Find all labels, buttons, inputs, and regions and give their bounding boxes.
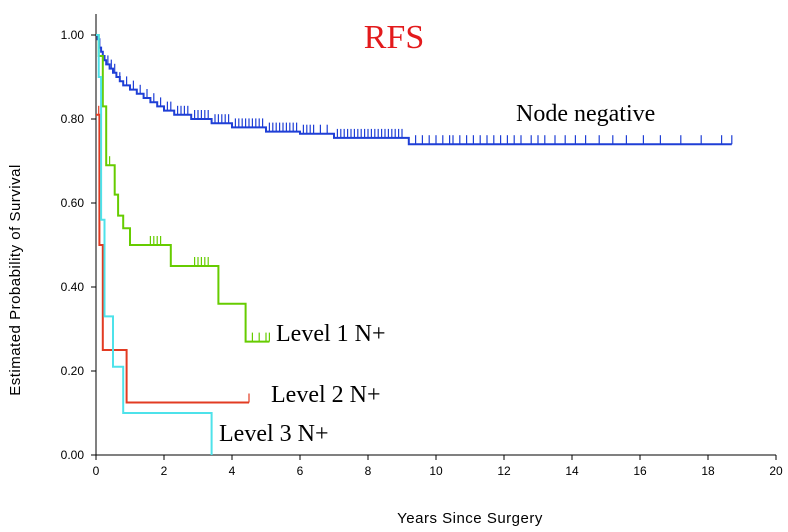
x-tick-label: 6 <box>297 464 304 478</box>
x-tick-label: 10 <box>429 464 443 478</box>
series-line <box>96 34 270 343</box>
series-2 <box>96 34 270 343</box>
y-tick-label: 0.60 <box>61 196 85 210</box>
series-label-node-negative: Node negative <box>516 101 655 127</box>
chart-title: RFS <box>364 19 425 56</box>
x-ticks: 0 2 4 6 8 10 12 14 16 18 20 <box>93 455 783 478</box>
series-3 <box>96 105 250 404</box>
x-tick-label: 0 <box>93 464 100 478</box>
y-ticks: 0.00 0.20 0.40 0.60 0.80 1.00 <box>61 28 96 462</box>
axes <box>95 14 776 456</box>
y-tick-label: 0.40 <box>61 280 85 294</box>
y-tick-label: 0.00 <box>61 448 85 462</box>
series-layer <box>96 34 733 455</box>
x-tick-label: 12 <box>497 464 511 478</box>
y-tick-label: 0.20 <box>61 364 85 378</box>
series-label-level-3: Level 3 N+ <box>219 421 329 447</box>
x-tick-label: 8 <box>365 464 372 478</box>
series-1 <box>96 34 733 146</box>
x-tick-label: 14 <box>565 464 579 478</box>
y-tick-label: 1.00 <box>61 28 85 42</box>
x-tick-label: 18 <box>701 464 715 478</box>
series-line <box>96 113 249 404</box>
series-line <box>96 34 213 455</box>
x-tick-label: 4 <box>229 464 236 478</box>
x-axis-title: Years Since Surgery <box>397 510 543 527</box>
series-4 <box>96 34 213 455</box>
y-axis-title: Estimated Probability of Survival <box>7 164 24 396</box>
x-tick-label: 16 <box>633 464 647 478</box>
x-tick-label: 2 <box>161 464 168 478</box>
x-tick-label: 20 <box>769 464 783 478</box>
series-label-level-2: Level 2 N+ <box>271 382 381 408</box>
y-tick-label: 0.80 <box>61 112 85 126</box>
series-label-level-1: Level 1 N+ <box>276 321 386 347</box>
